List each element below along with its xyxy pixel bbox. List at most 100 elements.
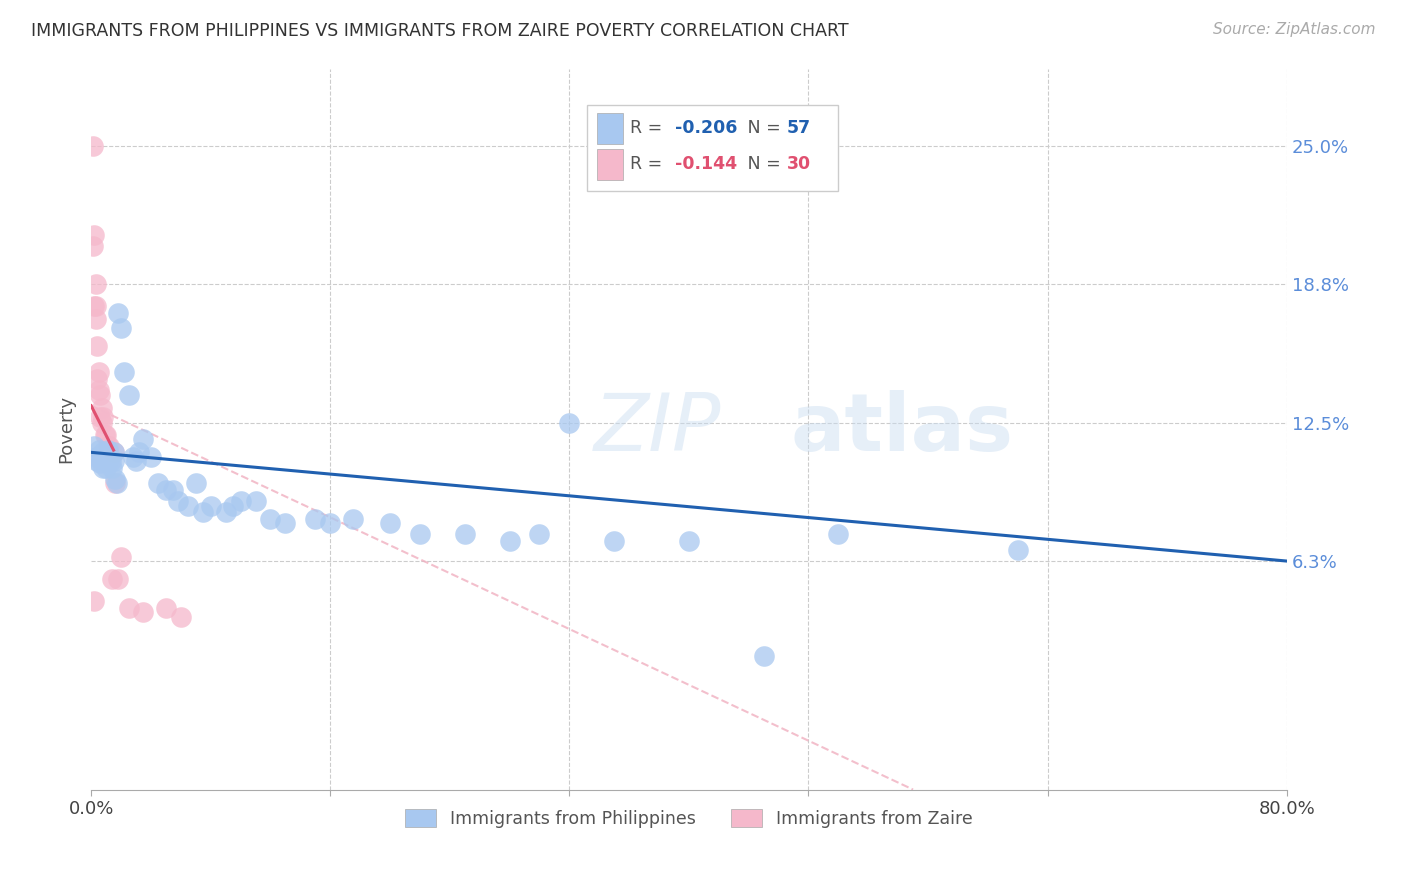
Point [752, 649, 775, 664]
Point [245, 494, 267, 508]
Point [97, 439, 120, 453]
Point [304, 512, 326, 526]
Point [90, 401, 112, 415]
Point [128, 445, 150, 459]
Point [200, 499, 222, 513]
Point [229, 494, 252, 508]
Point [132, 605, 155, 619]
Point [90, 450, 112, 464]
Point [87, 383, 110, 397]
Point [90, 417, 112, 431]
Point [83, 594, 105, 608]
Point [94, 461, 117, 475]
Point [97, 454, 120, 468]
Point [222, 499, 245, 513]
Point [84, 277, 107, 291]
Point [86, 372, 108, 386]
Point [378, 516, 401, 531]
Point [103, 454, 125, 468]
Point [84, 312, 107, 326]
Point [83, 227, 105, 242]
Bar [598, 149, 623, 179]
Point [107, 305, 129, 319]
FancyBboxPatch shape [588, 104, 838, 191]
Point [139, 450, 162, 464]
Y-axis label: Poverty: Poverty [58, 395, 75, 463]
Point [162, 483, 184, 497]
Point [82, 139, 104, 153]
Point [104, 472, 127, 486]
Point [259, 512, 281, 526]
Text: N =: N = [731, 120, 786, 137]
Point [193, 505, 215, 519]
Point [93, 454, 115, 468]
Point [558, 417, 581, 431]
Point [84, 299, 107, 313]
Point [100, 454, 122, 468]
Point [91, 461, 114, 475]
Text: atlas: atlas [790, 390, 1014, 468]
Text: -0.144: -0.144 [675, 155, 737, 173]
Point [86, 339, 108, 353]
Point [170, 609, 193, 624]
Point [454, 527, 477, 541]
Point [94, 427, 117, 442]
Point [93, 427, 115, 442]
Point [827, 527, 849, 541]
Point [155, 600, 177, 615]
Point [529, 527, 551, 541]
Bar [598, 113, 623, 144]
Text: Source: ZipAtlas.com: Source: ZipAtlas.com [1212, 22, 1375, 37]
Text: R =: R = [630, 120, 668, 137]
Point [98, 450, 121, 464]
Point [87, 443, 110, 458]
Point [103, 445, 125, 459]
Text: -0.206: -0.206 [675, 120, 737, 137]
Point [319, 516, 342, 531]
Point [97, 443, 120, 458]
Point [87, 366, 110, 380]
Point [89, 387, 111, 401]
Point [117, 600, 139, 615]
Text: R =: R = [630, 155, 668, 173]
Point [342, 512, 364, 526]
Point [122, 450, 145, 464]
Point [177, 499, 200, 513]
Point [155, 483, 177, 497]
Point [110, 549, 132, 564]
Point [117, 387, 139, 401]
Point [603, 534, 626, 549]
Point [409, 527, 432, 541]
Point [83, 439, 105, 453]
Point [110, 321, 132, 335]
Point [105, 476, 128, 491]
Point [274, 516, 297, 531]
Text: IMMIGRANTS FROM PHILIPPINES VS IMMIGRANTS FROM ZAIRE POVERTY CORRELATION CHART: IMMIGRANTS FROM PHILIPPINES VS IMMIGRANT… [31, 22, 849, 40]
Point [1007, 543, 1029, 558]
Text: N =: N = [731, 155, 786, 173]
Point [112, 366, 135, 380]
Legend: Immigrants from Philippines, Immigrants from Zaire: Immigrants from Philippines, Immigrants … [398, 802, 980, 835]
Point [214, 505, 236, 519]
Point [98, 439, 121, 453]
Point [132, 432, 155, 446]
Point [148, 476, 170, 491]
Text: ZIP: ZIP [593, 390, 721, 468]
Point [184, 476, 207, 491]
Point [91, 445, 114, 459]
Point [83, 299, 105, 313]
Point [166, 494, 188, 508]
Point [94, 450, 117, 464]
Point [103, 445, 125, 459]
Point [89, 457, 111, 471]
Point [91, 409, 114, 424]
Point [89, 409, 111, 424]
Point [101, 572, 124, 586]
Point [107, 572, 129, 586]
Point [84, 450, 107, 464]
Point [82, 239, 104, 253]
Point [498, 534, 520, 549]
Text: 57: 57 [787, 120, 811, 137]
Point [125, 454, 148, 468]
Point [678, 534, 700, 549]
